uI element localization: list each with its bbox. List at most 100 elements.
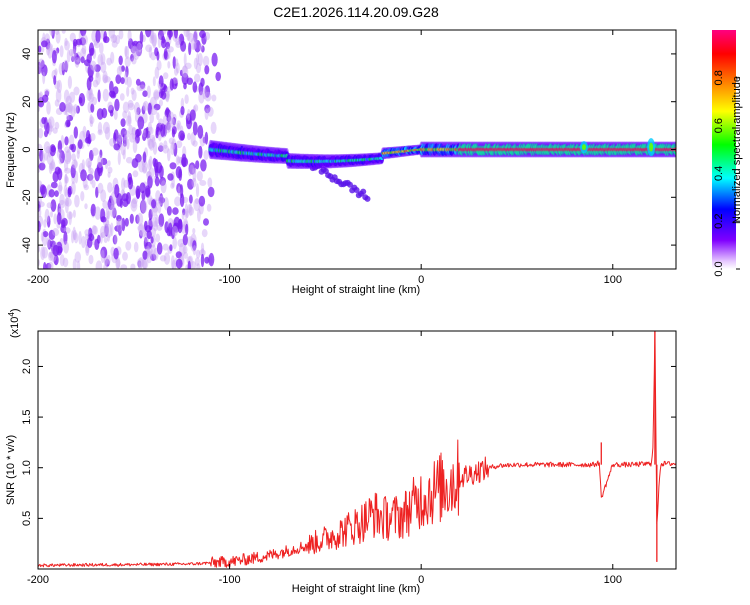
- noise-blob: [109, 138, 116, 147]
- noise-blob: [81, 34, 88, 46]
- noise-blob: [202, 87, 207, 100]
- noise-blob: [117, 151, 121, 166]
- noise-blob: [107, 171, 111, 178]
- noise-blob: [137, 116, 145, 130]
- noise-blob: [133, 50, 139, 61]
- noise-blob: [172, 225, 179, 237]
- noise-blob: [196, 170, 203, 182]
- noise-blob: [207, 177, 213, 188]
- noise-blob: [192, 140, 198, 147]
- noise-blob: [190, 261, 197, 269]
- snr-y-tick-label: 1.5: [21, 409, 33, 424]
- noise-blob: [163, 48, 168, 60]
- noise-blob: [54, 99, 60, 107]
- noise-blob: [97, 89, 101, 103]
- noise-blob: [193, 198, 200, 212]
- noise-blob: [127, 177, 132, 186]
- noise-blob: [124, 217, 129, 227]
- noise-blob: [64, 37, 68, 47]
- noise-blob: [207, 186, 215, 198]
- noise-blob: [64, 159, 69, 172]
- snr-x-label: Height of straight line (km): [292, 583, 420, 595]
- noise-blob: [142, 259, 148, 269]
- noise-blob: [164, 221, 170, 234]
- noise-blob: [200, 77, 205, 87]
- spectrogram-x-tick-label: -200: [27, 274, 49, 286]
- noise-blob: [150, 236, 154, 244]
- noise-blob: [175, 58, 179, 67]
- noise-blob: [148, 155, 153, 169]
- noise-blob: [64, 173, 68, 184]
- noise-blob: [193, 57, 198, 70]
- noise-blob: [73, 229, 77, 241]
- noise-blob: [148, 250, 153, 257]
- noise-blob: [88, 167, 94, 175]
- noise-blob: [112, 34, 117, 44]
- noise-blob: [87, 237, 93, 249]
- noise-blob: [198, 195, 206, 207]
- noise-blob: [54, 190, 59, 198]
- noise-blob: [184, 94, 189, 104]
- noise-blob: [158, 118, 164, 125]
- noise-blob: [93, 41, 101, 49]
- noise-blob: [127, 111, 132, 125]
- noise-blob: [55, 88, 62, 103]
- noise-blob: [53, 75, 57, 86]
- noise-blob: [149, 35, 155, 44]
- noise-blob: [73, 232, 79, 244]
- noise-blob: [196, 263, 201, 269]
- noise-blob: [92, 64, 97, 73]
- noise-blob: [192, 228, 196, 234]
- noise-blob: [211, 52, 218, 67]
- noise-blob: [44, 130, 48, 138]
- noise-blob: [139, 182, 146, 194]
- noise-blob: [75, 105, 80, 114]
- noise-blob: [41, 150, 45, 164]
- noise-blob: [159, 99, 163, 107]
- noise-blob: [135, 185, 141, 199]
- noise-blob: [124, 130, 130, 139]
- noise-blob: [121, 193, 129, 202]
- noise-blob: [107, 182, 113, 193]
- noise-blob: [88, 42, 95, 57]
- noise-blob: [65, 197, 72, 207]
- noise-blob: [169, 118, 177, 128]
- noise-blob: [203, 218, 209, 226]
- noise-blob: [100, 157, 108, 166]
- noise-blob: [121, 65, 125, 72]
- noise-blob: [197, 124, 204, 139]
- spectrogram-y-tick-label: -40: [21, 237, 33, 253]
- noise-blob: [126, 76, 132, 88]
- noise-blob: [183, 30, 190, 38]
- noise-blob: [190, 37, 197, 51]
- noise-blob: [67, 187, 72, 198]
- noise-blob: [51, 50, 57, 64]
- noise-blob: [167, 148, 171, 162]
- noise-blob: [132, 40, 139, 47]
- noise-blob: [66, 49, 71, 63]
- noise-blob: [116, 258, 121, 269]
- noise-blob: [115, 34, 120, 45]
- noise-blob: [71, 153, 76, 162]
- colorbar-tick-label: 0.4: [713, 166, 725, 181]
- noise-blob: [171, 125, 177, 135]
- noise-blob: [92, 79, 99, 88]
- noise-blob: [184, 62, 192, 69]
- noise-blob: [49, 163, 54, 170]
- branch-blob: [353, 187, 360, 193]
- noise-blob: [152, 34, 157, 49]
- noise-blob: [88, 92, 95, 103]
- noise-blob: [46, 202, 52, 209]
- noise-blob: [198, 91, 205, 104]
- noise-blob: [71, 159, 79, 169]
- noise-blob: [51, 159, 55, 170]
- noise-blob: [131, 45, 138, 58]
- noise-blob: [199, 249, 206, 256]
- noise-blob: [102, 200, 108, 209]
- band-feature-core: [582, 144, 586, 151]
- noise-blob: [89, 133, 96, 141]
- noise-blob: [189, 194, 193, 204]
- noise-blob: [48, 251, 53, 261]
- noise-blob: [77, 139, 83, 150]
- noise-blob: [65, 119, 71, 128]
